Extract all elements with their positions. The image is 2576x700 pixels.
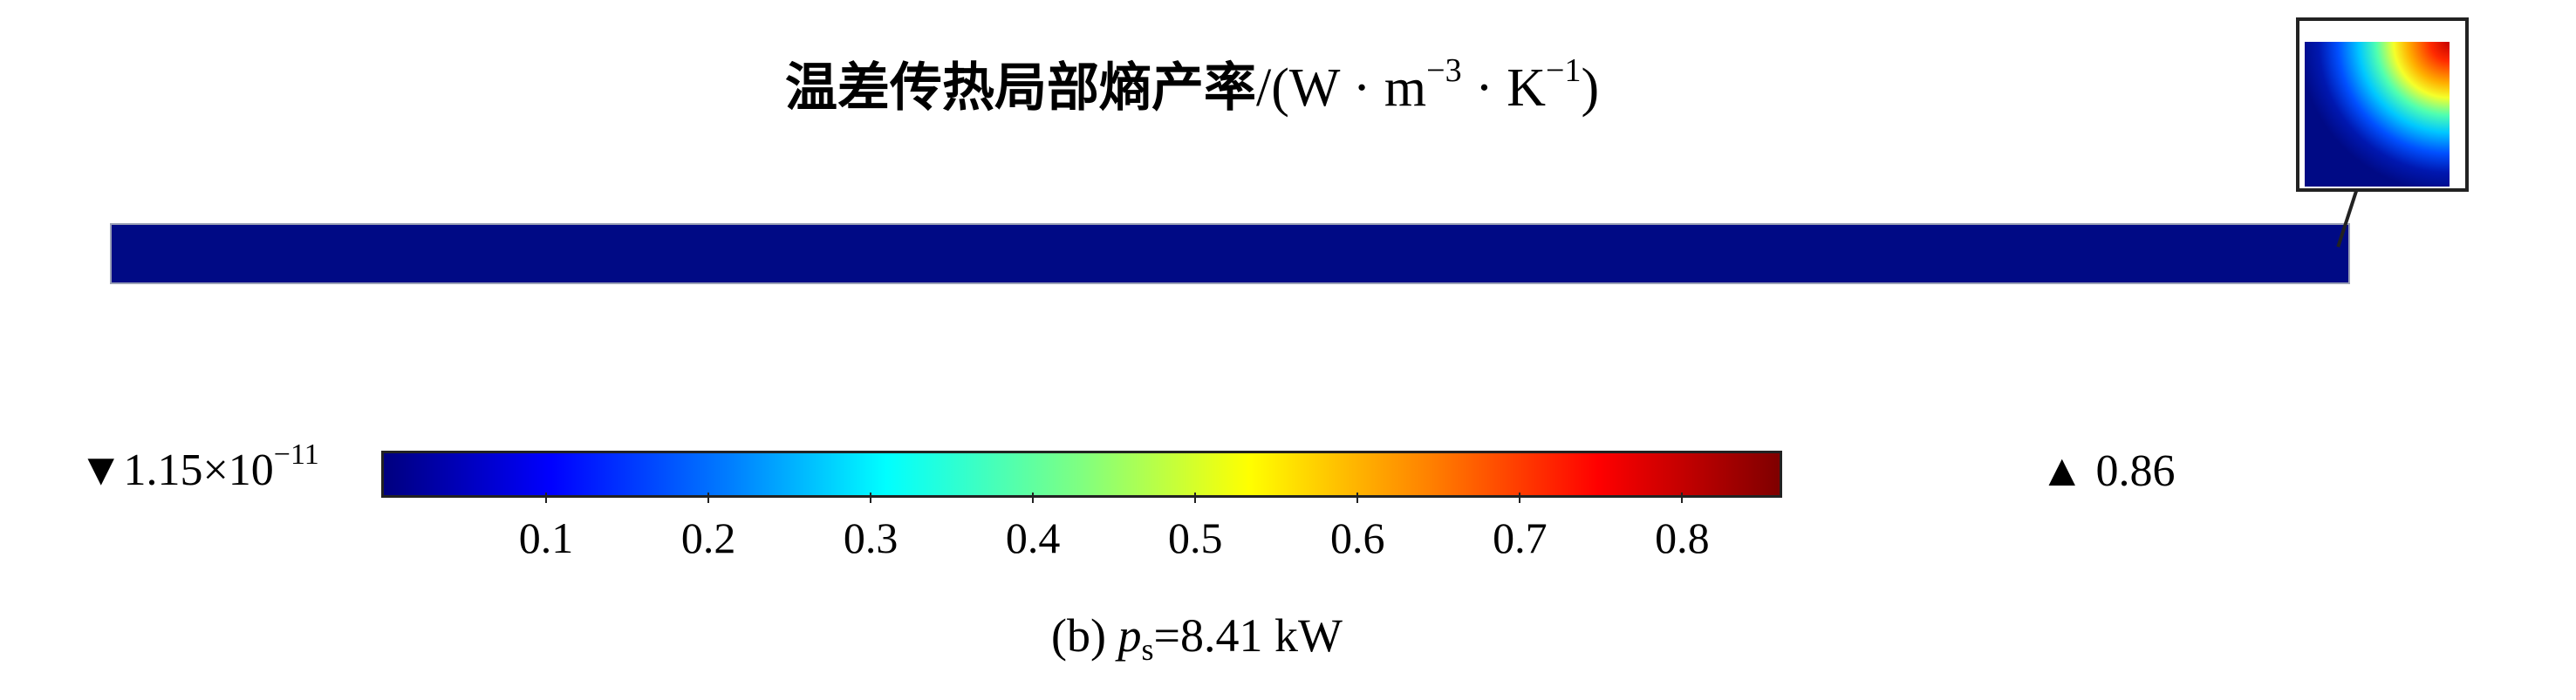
min-exponent: −11 bbox=[273, 438, 319, 471]
caption-label: (b) bbox=[1051, 609, 1118, 662]
title-unit-prefix: /(W · m bbox=[1256, 58, 1427, 118]
colorbar-tick-label: 0.8 bbox=[1655, 513, 1710, 562]
zoom-inset-field bbox=[2305, 42, 2450, 187]
colorbar-tick-mark bbox=[1032, 493, 1035, 503]
max-value: 0.86 bbox=[2095, 446, 2176, 496]
caption-subscript: s bbox=[1141, 632, 1154, 667]
max-triangle-icon: ▲ bbox=[2040, 446, 2085, 496]
colorbar-tick-mark bbox=[870, 493, 872, 503]
min-triangle-icon: ▼ bbox=[79, 445, 124, 495]
caption-variable: p bbox=[1117, 609, 1142, 662]
title-quantity: 温差传热局部熵产率 bbox=[785, 58, 1256, 119]
colorbar-gradient bbox=[381, 451, 1782, 498]
colorbar-tick-mark bbox=[545, 493, 548, 503]
figure-title: 温差传热局部熵产率/(W · m−3 · K−1) bbox=[785, 54, 1599, 115]
min-mantissa: 1.15×10 bbox=[123, 445, 274, 495]
colorbar-tick-label: 0.1 bbox=[518, 513, 574, 562]
colorbar-tick-label: 0.4 bbox=[1005, 513, 1061, 562]
colorbar-tick-mark bbox=[1681, 493, 1684, 503]
colorbar-tick-mark bbox=[1356, 493, 1359, 503]
colorbar-tick-label: 0.6 bbox=[1330, 513, 1385, 562]
colorbar-tick-label: 0.5 bbox=[1167, 513, 1223, 562]
caption-value: =8.41 kW bbox=[1153, 609, 1343, 662]
figure-caption: (b) ps=8.41 kW bbox=[1051, 612, 1343, 665]
title-unit-mid: · K bbox=[1461, 58, 1547, 118]
colorbar-tick-label: 0.3 bbox=[843, 513, 899, 562]
colorbar-tick-mark bbox=[1519, 493, 1521, 503]
colorbar-tick-label: 0.2 bbox=[680, 513, 736, 562]
colorbar-tick-label: 0.7 bbox=[1493, 513, 1548, 562]
colorbar-tick-mark bbox=[1194, 493, 1197, 503]
zoom-inset bbox=[2296, 17, 2469, 192]
title-exponent-m: −3 bbox=[1426, 52, 1462, 89]
title-exponent-k: −1 bbox=[1546, 52, 1582, 89]
entropy-field-domain bbox=[110, 223, 2350, 284]
colorbar-max-label: ▲ 0.86 bbox=[2040, 449, 2175, 494]
title-unit-suffix: ) bbox=[1581, 58, 1600, 118]
colorbar-tick-mark bbox=[707, 493, 710, 503]
colorbar-min-label: ▼1.15×10−11 bbox=[79, 440, 319, 493]
